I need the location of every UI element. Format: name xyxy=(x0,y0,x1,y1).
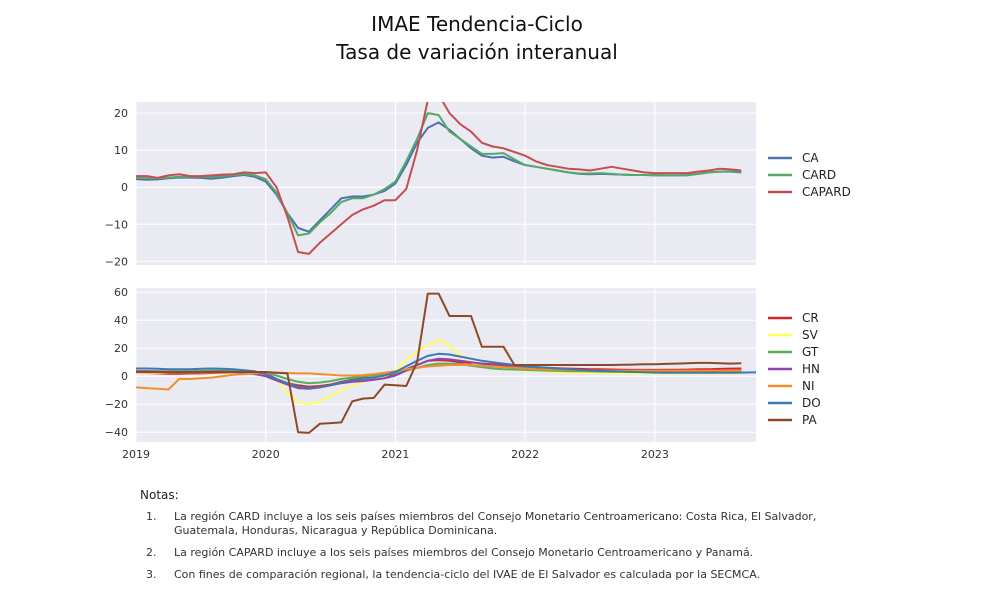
y-tick-label: 20 xyxy=(114,107,128,120)
legend-label-hn: HN xyxy=(802,362,820,376)
series-line-capard xyxy=(136,102,742,255)
legend-label-ni: NI xyxy=(802,379,815,393)
top-chart-panel: 20 10 0 −10 −20 CA CARD CAPARD xyxy=(105,102,851,268)
x-tick-label: 2021 xyxy=(381,448,409,461)
legend-label-sv: SV xyxy=(802,328,819,342)
y-tick-label: 0 xyxy=(121,370,128,383)
legend-label-do: DO xyxy=(802,396,821,410)
note-text: La región CARD incluye a los seis países… xyxy=(174,510,817,537)
y-tick-label: 20 xyxy=(114,342,128,355)
note-item-3: 3. Con fines de comparación regional, la… xyxy=(146,568,860,582)
legend-label-card: CARD xyxy=(802,168,836,182)
title-line-1: IMAE Tendencia-Ciclo xyxy=(371,12,583,36)
y-tick-label: 10 xyxy=(114,144,128,157)
plot-background xyxy=(136,102,756,265)
series-line-do xyxy=(136,352,756,390)
series-line-pa xyxy=(136,292,742,434)
note-item-2: 2. La región CAPARD incluye a los seis p… xyxy=(146,546,860,560)
y-tick-label: 40 xyxy=(114,314,128,327)
title-line-2: Tasa de variación interanual xyxy=(336,40,618,64)
legend-label-cr: CR xyxy=(802,311,819,325)
note-text: La región CAPARD incluye a los seis país… xyxy=(174,546,754,559)
bottom-chart-panel: 60 40 20 0 −20 −40 2019 2020 2021 2022 2023 CR SV GT H… xyxy=(105,286,821,461)
y-tick-label: −40 xyxy=(105,426,128,439)
legend-label-capard: CAPARD xyxy=(802,185,851,199)
figure-title: IMAE Tendencia-Ciclo Tasa de variación i… xyxy=(0,10,954,66)
legend-label-gt: GT xyxy=(802,345,819,359)
x-tick-label: 2023 xyxy=(641,448,669,461)
notes-heading: Notas: xyxy=(140,488,179,502)
charts-canvas: 20 10 0 −10 −20 CA CARD CAPARD 60 40 20 0 −20 −40 201… xyxy=(105,102,851,461)
x-tick-label: 2020 xyxy=(252,448,280,461)
note-text: Con fines de comparación regional, la te… xyxy=(174,568,761,581)
y-tick-label: 0 xyxy=(121,181,128,194)
y-tick-label: −20 xyxy=(105,398,128,411)
notes-section: Notas: 1. La región CARD incluye a los s… xyxy=(140,488,860,590)
y-tick-label: −20 xyxy=(105,255,128,268)
note-number: 2. xyxy=(146,546,157,559)
note-item-1: 1. La región CARD incluye a los seis paí… xyxy=(146,510,860,538)
y-tick-label: 60 xyxy=(114,286,128,299)
note-number: 3. xyxy=(146,568,157,581)
y-tick-label: −10 xyxy=(105,218,128,231)
series-line-ni xyxy=(136,364,742,391)
legend-label-pa: PA xyxy=(802,413,817,427)
note-number: 1. xyxy=(146,510,157,523)
x-tick-label: 2019 xyxy=(122,448,150,461)
x-tick-label: 2022 xyxy=(511,448,539,461)
legend-label-ca: CA xyxy=(802,151,819,165)
series-line-card xyxy=(136,112,742,237)
